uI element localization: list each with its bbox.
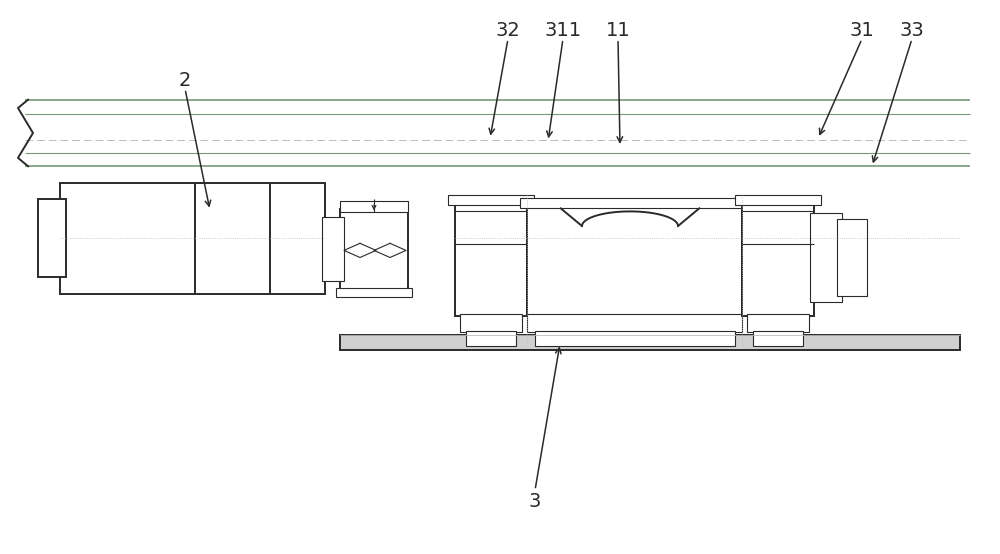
- Text: 33: 33: [900, 21, 924, 40]
- Bar: [837, 219, 867, 296]
- Bar: [810, 213, 842, 302]
- Bar: [466, 331, 516, 346]
- Text: 311: 311: [544, 21, 582, 40]
- Bar: [535, 331, 735, 346]
- Bar: [340, 201, 408, 212]
- Bar: [742, 197, 814, 316]
- Bar: [60, 183, 325, 294]
- Bar: [336, 288, 412, 297]
- Bar: [340, 335, 960, 350]
- Bar: [747, 314, 809, 332]
- Text: 32: 32: [496, 21, 520, 40]
- Bar: [322, 217, 344, 281]
- Bar: [460, 314, 522, 332]
- Bar: [520, 198, 750, 208]
- Text: 2: 2: [179, 71, 191, 90]
- Bar: [340, 209, 408, 289]
- Text: 31: 31: [850, 21, 874, 40]
- Text: 3: 3: [529, 492, 541, 511]
- Bar: [38, 199, 66, 277]
- Bar: [527, 314, 742, 332]
- Bar: [753, 331, 803, 346]
- Bar: [735, 195, 821, 205]
- Text: 11: 11: [606, 21, 630, 40]
- Bar: [448, 195, 534, 205]
- Bar: [527, 205, 742, 316]
- Bar: [455, 197, 527, 316]
